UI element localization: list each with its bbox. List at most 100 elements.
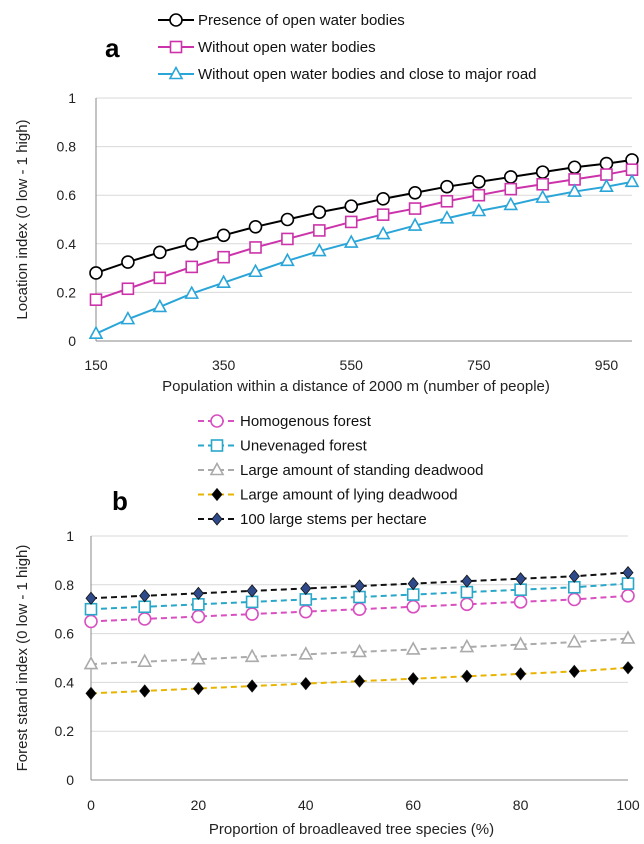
series-2 bbox=[84, 577, 635, 616]
chart-b: 0 0.2 0.4 0.6 0.8 1 0 20 40 60 80 100 Proportion of … bbox=[14, 413, 640, 838]
data-point bbox=[622, 661, 634, 675]
y-axis-label: Forest stand index (0 low - 1 high) bbox=[14, 545, 31, 772]
data-point bbox=[312, 205, 327, 220]
data-point bbox=[248, 219, 263, 234]
data-point bbox=[280, 252, 295, 267]
data-point bbox=[515, 667, 527, 681]
data-point bbox=[568, 569, 580, 583]
data-point bbox=[83, 655, 99, 670]
data-point bbox=[513, 636, 528, 650]
y-tick-label: 0.2 bbox=[57, 284, 77, 300]
data-point bbox=[298, 646, 314, 660]
data-point bbox=[408, 202, 422, 215]
data-point bbox=[120, 310, 136, 325]
x-tick-label: 0 bbox=[87, 797, 95, 813]
data-point bbox=[536, 177, 549, 191]
data-point bbox=[121, 255, 135, 269]
data-point bbox=[625, 163, 639, 176]
x-tick-label: 80 bbox=[513, 797, 529, 813]
data-point bbox=[514, 583, 527, 596]
data-point bbox=[121, 282, 135, 296]
data-point bbox=[185, 260, 199, 274]
legend-marker bbox=[209, 461, 225, 476]
y-tick-label: 0 bbox=[66, 772, 74, 788]
data-point bbox=[216, 228, 231, 243]
data-point bbox=[85, 686, 97, 701]
data-point bbox=[460, 585, 474, 599]
data-point bbox=[139, 684, 151, 698]
data-point bbox=[461, 669, 473, 683]
series-3 bbox=[88, 173, 640, 340]
data-point bbox=[408, 185, 422, 200]
data-point bbox=[472, 188, 486, 202]
legend-label: Large amount of standing deadwood bbox=[240, 462, 484, 479]
legend-marker bbox=[211, 512, 223, 526]
x-tick-label: 40 bbox=[298, 797, 314, 813]
data-point bbox=[622, 565, 634, 580]
legend-marker bbox=[210, 414, 224, 428]
data-point bbox=[153, 271, 167, 285]
data-point bbox=[472, 175, 486, 189]
data-point bbox=[504, 182, 518, 196]
data-point bbox=[566, 633, 582, 648]
data-point bbox=[353, 579, 366, 593]
data-point bbox=[406, 588, 420, 601]
data-point bbox=[461, 574, 473, 588]
data-point bbox=[567, 183, 582, 197]
x-tick-label: 100 bbox=[616, 797, 640, 813]
data-point bbox=[216, 274, 231, 288]
data-point bbox=[567, 160, 582, 175]
legend-marker bbox=[210, 439, 224, 452]
x-axis-label: Proportion of broadleaved tree species (… bbox=[209, 821, 494, 838]
data-point bbox=[280, 212, 295, 227]
data-point bbox=[245, 607, 259, 621]
legend-label: Presence of open water bodies bbox=[198, 12, 405, 29]
legend-marker bbox=[211, 487, 223, 502]
series-5 bbox=[85, 565, 634, 605]
x-tick-label: 750 bbox=[467, 357, 491, 373]
data-point bbox=[139, 589, 151, 603]
data-point bbox=[567, 580, 581, 594]
data-point bbox=[600, 168, 613, 181]
legend-marker bbox=[169, 13, 183, 27]
series-line bbox=[95, 158, 633, 274]
legend-marker bbox=[169, 40, 183, 54]
panel-label: b bbox=[112, 486, 128, 516]
y-tick-label: 1 bbox=[68, 90, 76, 106]
data-point bbox=[440, 194, 454, 208]
data-point bbox=[621, 588, 635, 603]
data-point bbox=[407, 217, 423, 231]
legend-label: Large amount of lying deadwood bbox=[240, 487, 458, 504]
legend-label: Without open water bodies and close to m… bbox=[198, 66, 537, 83]
data-point bbox=[344, 215, 358, 229]
data-point bbox=[439, 210, 455, 224]
x-tick-label: 60 bbox=[405, 797, 421, 813]
data-point bbox=[192, 598, 205, 611]
x-tick-label: 20 bbox=[191, 797, 207, 813]
data-point bbox=[406, 599, 421, 614]
data-point bbox=[460, 597, 474, 612]
x-tick-label: 950 bbox=[595, 357, 619, 373]
data-point bbox=[246, 679, 258, 693]
data-point bbox=[503, 196, 519, 211]
data-point bbox=[407, 576, 419, 591]
panel-label: a bbox=[105, 33, 120, 63]
data-point bbox=[567, 592, 582, 607]
data-point bbox=[503, 170, 518, 184]
data-point bbox=[344, 199, 359, 213]
data-point bbox=[281, 232, 294, 246]
data-point bbox=[138, 600, 151, 614]
y-tick-label: 0.6 bbox=[57, 187, 77, 203]
y-tick-label: 0.4 bbox=[57, 236, 77, 252]
legend: Presence of open water bodies Without ope… bbox=[158, 12, 537, 83]
data-point bbox=[313, 224, 326, 237]
data-point bbox=[84, 614, 98, 629]
legend: Homogenous forest Unevenaged forest Large … bbox=[198, 413, 484, 528]
series-4 bbox=[85, 661, 634, 701]
y-tick-label: 1 bbox=[66, 528, 74, 544]
x-tick-label: 550 bbox=[340, 357, 364, 373]
data-point bbox=[352, 643, 367, 658]
data-point bbox=[515, 572, 527, 586]
y-tick-label: 0.8 bbox=[57, 139, 77, 155]
data-point bbox=[184, 285, 200, 299]
